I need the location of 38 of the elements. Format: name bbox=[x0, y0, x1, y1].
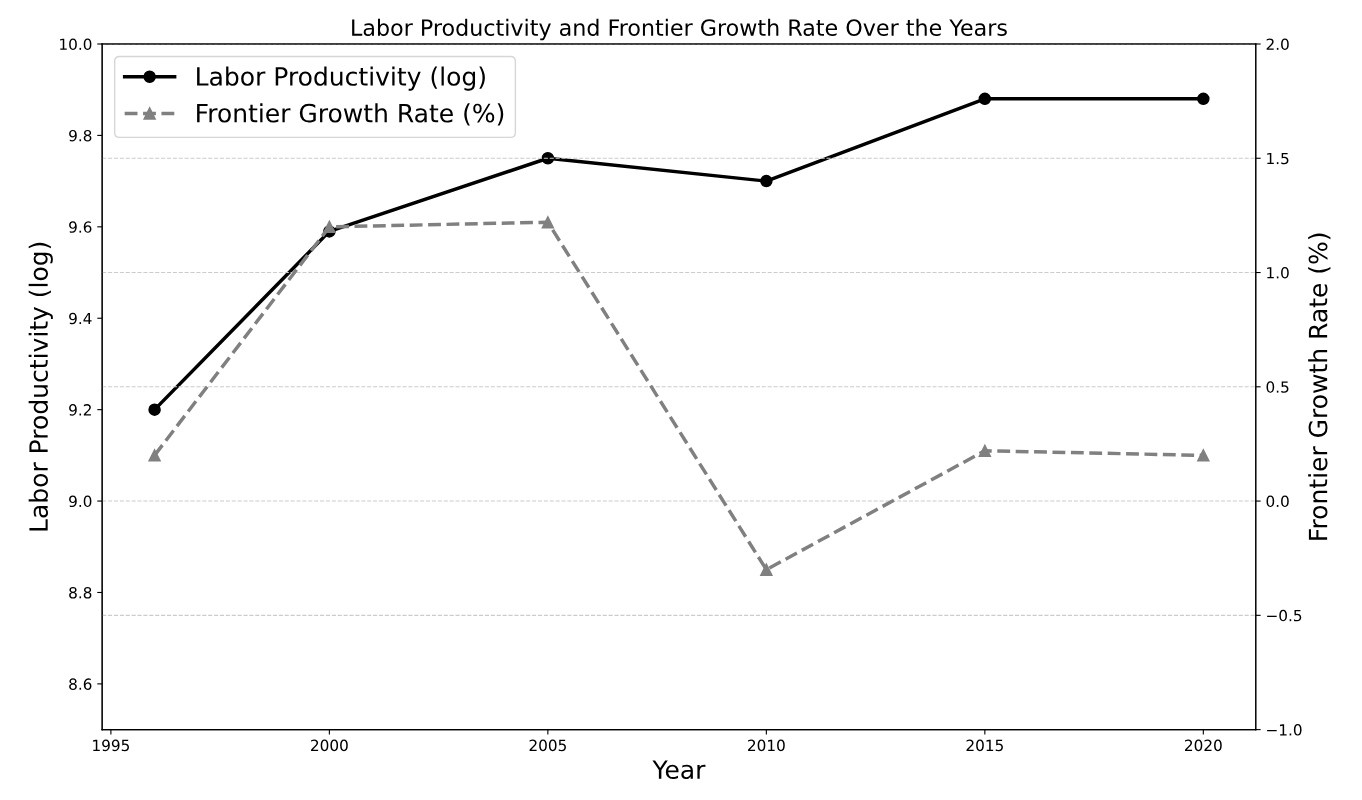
chart-title: Labor Productivity and Frontier Growth Rate Over the Years bbox=[352, 18, 1007, 41]
point bbox=[760, 174, 773, 188]
point bbox=[148, 449, 161, 462]
x-tick-label: 2005 bbox=[529, 739, 566, 752]
point bbox=[1197, 449, 1210, 462]
point bbox=[1197, 92, 1210, 106]
x-tick-label: 1995 bbox=[93, 739, 129, 752]
y-tick-label: 8.8 bbox=[69, 586, 92, 599]
y2-tick-label: 1.0 bbox=[1267, 267, 1289, 279]
point bbox=[541, 216, 555, 229]
y2-tick-label: −1.0 bbox=[1267, 724, 1302, 736]
point bbox=[760, 563, 773, 576]
point bbox=[978, 444, 992, 458]
legend-label: Frontier Growth Rate (%) bbox=[197, 103, 504, 126]
y-tick-label: 10.0 bbox=[60, 38, 92, 51]
x-tick-label: 2015 bbox=[966, 739, 1003, 752]
y2-tick-label: 2.0 bbox=[1266, 38, 1289, 51]
legend-label: Labor Productivity (log) bbox=[197, 66, 485, 91]
point bbox=[148, 403, 161, 416]
y2-tick-label: 1.5 bbox=[1267, 152, 1289, 165]
point bbox=[978, 92, 992, 106]
y-tick-label: 9.0 bbox=[69, 495, 92, 508]
x-tick-label: 2010 bbox=[748, 739, 785, 752]
y2-tick-label: −0.5 bbox=[1267, 609, 1302, 622]
x-axis-title: Year bbox=[652, 760, 706, 780]
y-tick-label: 9.4 bbox=[69, 312, 92, 325]
x-tick-label: 2000 bbox=[311, 739, 348, 752]
point bbox=[323, 220, 336, 234]
point bbox=[541, 152, 555, 165]
y2-tick-label: 0.0 bbox=[1266, 495, 1289, 508]
y-tick-label: 9.2 bbox=[69, 404, 91, 416]
y-tick-label: 9.8 bbox=[69, 129, 92, 142]
x-tick-label: 2020 bbox=[1185, 739, 1222, 752]
y-axis-title: Labor Productivity (log) bbox=[28, 242, 53, 531]
y-tick-label: 9.6 bbox=[69, 221, 92, 233]
y-tick-label: 8.6 bbox=[69, 678, 92, 690]
y2-tick-label: 0.5 bbox=[1266, 381, 1289, 393]
y2-axis-title: Frontier Growth Rate (%) bbox=[1308, 233, 1331, 540]
